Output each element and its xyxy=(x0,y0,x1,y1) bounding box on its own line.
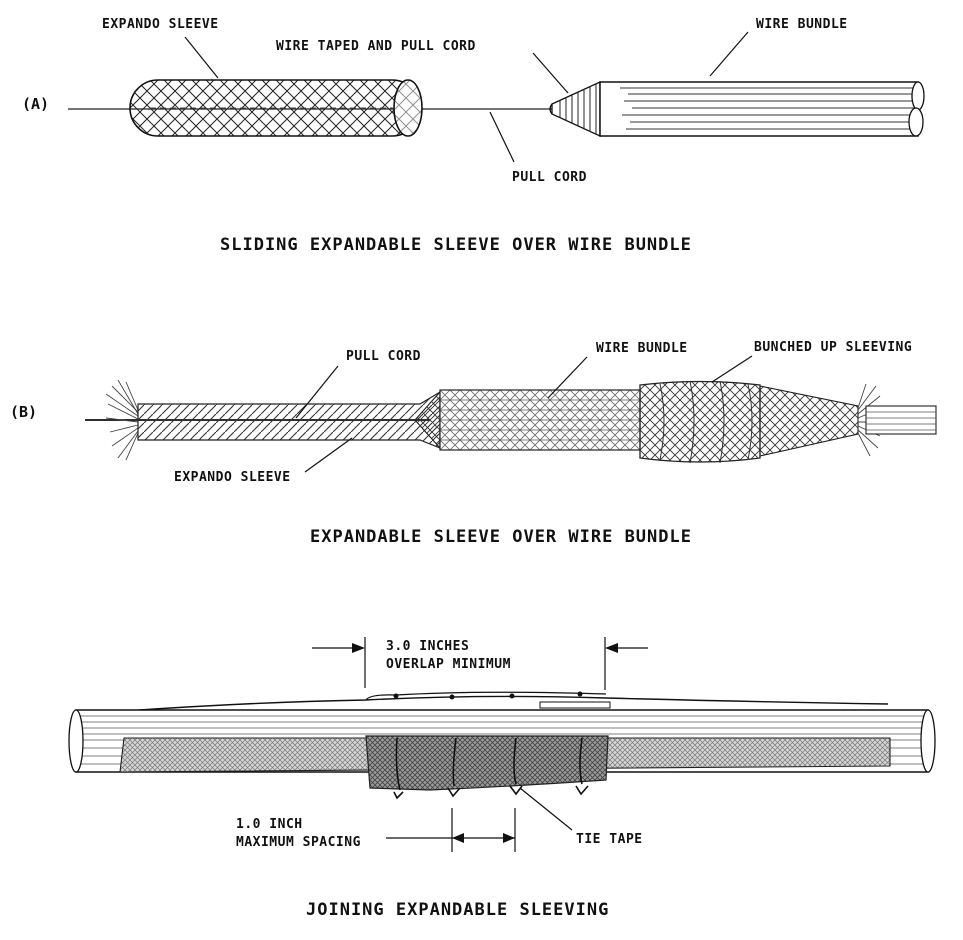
caption-panel-b: EXPANDABLE SLEEVE OVER WIRE BUNDLE xyxy=(310,527,692,547)
panel-a-drawing xyxy=(68,31,925,163)
caption-panel-a: SLIDING EXPANDABLE SLEEVE OVER WIRE BUND… xyxy=(220,235,692,255)
taped-wire-cone xyxy=(549,80,601,138)
panel-b-drawing xyxy=(85,355,937,473)
label-spacing-line1: 1.0 INCH xyxy=(236,817,303,832)
label-wire-taped: WIRE TAPED AND PULL CORD xyxy=(276,39,476,54)
frayed-end-left xyxy=(105,379,139,461)
label-expando-sleeve-a: EXPANDO SLEEVE xyxy=(102,17,219,32)
expando-sleeve-thin xyxy=(137,390,441,449)
exposed-wires-right xyxy=(865,405,937,435)
label-bunched-sleeving: BUNCHED UP SLEEVING xyxy=(754,340,913,355)
label-overlap-line2: OVERLAP MINIMUM xyxy=(386,657,511,672)
panel-c-drawing xyxy=(68,637,936,852)
spacing-dimension xyxy=(386,808,516,852)
label-pull-cord-b: PULL CORD xyxy=(346,349,421,364)
panel-a-marker: (A) xyxy=(22,95,50,113)
expando-sleeve-tube xyxy=(129,79,423,137)
overlap-dimension xyxy=(312,637,648,690)
caption-panel-c: JOINING EXPANDABLE SLEEVING xyxy=(306,900,610,920)
label-expando-sleeve-b: EXPANDO SLEEVE xyxy=(174,470,291,485)
overlap-sleeve xyxy=(365,735,609,791)
joined-sleeving xyxy=(119,735,891,791)
label-spacing-line2: MAXIMUM SPACING xyxy=(236,835,361,850)
bunched-sleeving xyxy=(639,380,761,464)
label-overlap-line1: 3.0 INCHES xyxy=(386,639,470,654)
label-tie-tape: TIE TAPE xyxy=(576,832,643,847)
panel-b-marker: (B) xyxy=(10,403,38,421)
wire-bundle-b xyxy=(439,389,641,451)
label-pull-cord-a: PULL CORD xyxy=(512,170,587,185)
wire-bundle-a xyxy=(599,81,925,137)
label-wire-bundle-b: WIRE BUNDLE xyxy=(596,341,688,356)
label-wire-bundle-a: WIRE BUNDLE xyxy=(756,17,848,32)
